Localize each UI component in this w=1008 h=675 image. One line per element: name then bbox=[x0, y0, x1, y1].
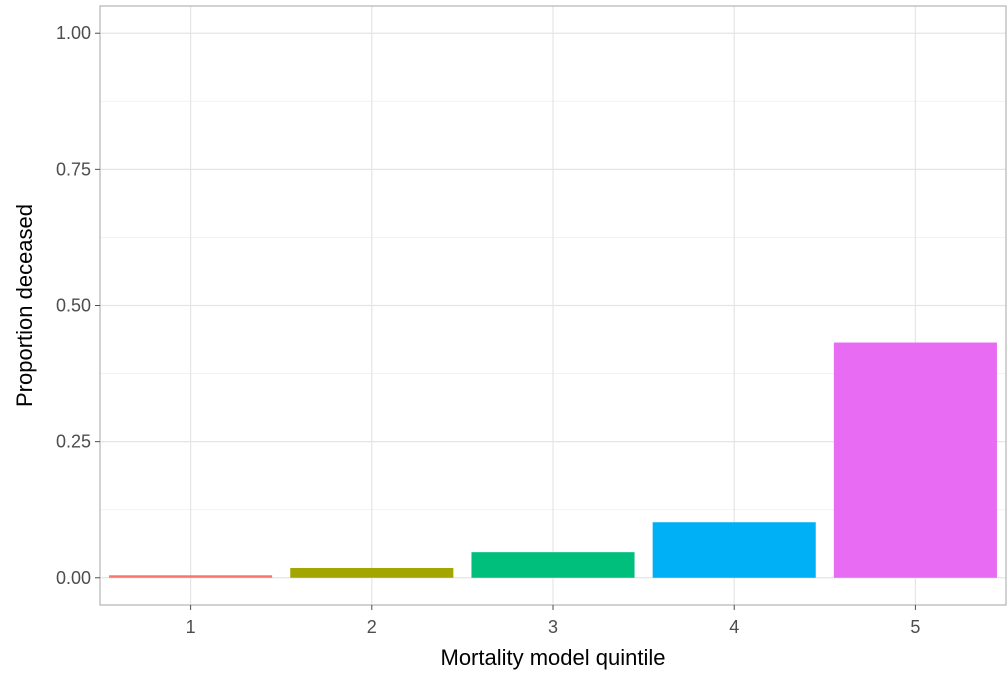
x-tick-label: 1 bbox=[186, 617, 196, 637]
x-tick-label: 3 bbox=[548, 617, 558, 637]
x-tick-label: 5 bbox=[910, 617, 920, 637]
bar-quintile-1 bbox=[109, 575, 273, 578]
y-axis-title: Proportion deceased bbox=[12, 204, 37, 407]
bar-quintile-3 bbox=[471, 552, 635, 578]
y-tick-label: 0.00 bbox=[56, 568, 91, 588]
y-tick-label: 0.25 bbox=[56, 432, 91, 452]
bar-quintile-4 bbox=[652, 522, 816, 578]
x-tick-label: 2 bbox=[367, 617, 377, 637]
y-axis: 0.00 0.25 0.50 0.75 1.00 bbox=[56, 23, 100, 588]
bars bbox=[109, 342, 997, 578]
x-axis-title: Mortality model quintile bbox=[441, 645, 666, 670]
y-tick-label: 0.50 bbox=[56, 296, 91, 316]
x-tick-label: 4 bbox=[729, 617, 739, 637]
x-axis: 1 2 3 4 5 bbox=[186, 605, 920, 637]
bar-quintile-2 bbox=[290, 567, 454, 578]
y-tick-label: 0.75 bbox=[56, 159, 91, 179]
bar-quintile-5 bbox=[833, 342, 997, 578]
y-tick-label: 1.00 bbox=[56, 23, 91, 43]
